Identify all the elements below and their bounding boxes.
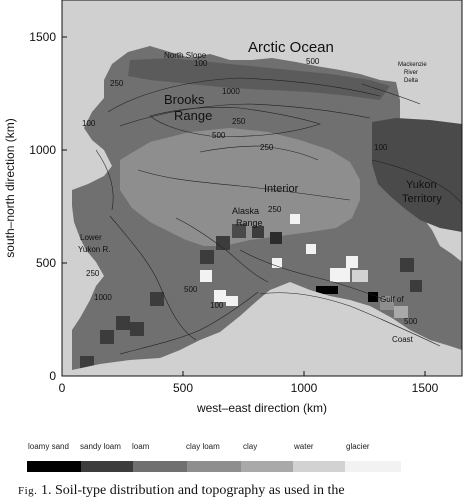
contour-lines: [95, 77, 463, 355]
label-mackenzie: Mackenzie: [398, 62, 427, 68]
y-tick-1500: 1500: [29, 30, 56, 44]
legend-swatch-clay-loam: [187, 461, 241, 472]
svg-text:250: 250: [260, 143, 274, 152]
legend-swatch-sandy-loam: [81, 461, 133, 472]
caption-fig-label: Fig.: [18, 485, 38, 497]
southern-ocean: [72, 282, 462, 376]
svg-text:500: 500: [212, 131, 226, 140]
legend-swatch-loam: [133, 461, 187, 472]
y-axis-label: south–north direction (km): [3, 118, 17, 257]
soil-region-yukon: [372, 118, 462, 232]
label-brooks: Brooks: [164, 92, 205, 107]
svg-text:250: 250: [268, 205, 282, 214]
legend-label-water: water: [294, 442, 314, 451]
svg-text:500: 500: [184, 285, 198, 294]
legend-swatch-loamy-sand: [27, 461, 81, 472]
label-interior: Interior: [264, 183, 299, 195]
legend-label-loamy-sand: loamy sand: [28, 442, 69, 451]
svg-text:250: 250: [232, 117, 246, 126]
plot-frame: [61, 0, 463, 377]
x-tick-1000: 1000: [291, 381, 318, 395]
y-tick-labels: 0 500 1000 1500: [29, 30, 56, 383]
legend-label-clay-loam: clay loam: [186, 442, 220, 451]
x-axis-label: west–east direction (km): [196, 401, 327, 415]
svg-text:100: 100: [374, 143, 388, 152]
legend-label-clay: clay: [243, 442, 258, 451]
label-territory: Territory: [402, 193, 442, 205]
label-arctic-ocean: Arctic Ocean: [248, 39, 334, 56]
y-tick-1000: 1000: [29, 143, 56, 157]
caption-text: 1. Soil-type distribution and topography…: [37, 483, 345, 498]
legend-swatch-water: [293, 461, 345, 472]
x-tick-0: 0: [59, 381, 66, 395]
place-labels: Arctic Ocean North Slope Brooks Range In…: [78, 39, 442, 344]
svg-text:100: 100: [194, 59, 208, 68]
legend-label-glacier: glacier: [346, 442, 370, 451]
label-yukon-r: Yukon R.: [78, 245, 110, 254]
label-yukon: Yukon: [406, 179, 437, 191]
label-delta: Delta: [404, 78, 419, 84]
svg-text:250: 250: [86, 269, 100, 278]
contour-value-labels: 100 250 500 1000 250 500 100 250 100 100…: [82, 57, 418, 326]
svg-text:250: 250: [110, 79, 124, 88]
label-river: River: [404, 70, 418, 76]
x-tick-500: 500: [173, 381, 193, 395]
label-lower: Lower: [80, 233, 102, 242]
label-range: Range: [174, 108, 212, 123]
svg-text:500: 500: [306, 57, 320, 66]
svg-text:100: 100: [210, 301, 224, 310]
y-tick-500: 500: [36, 256, 56, 270]
x-tick-labels: 0 500 1000 1500: [59, 381, 439, 395]
legend-label-loam: loam: [132, 442, 150, 451]
x-tick-1500: 1500: [412, 381, 439, 395]
label-north-slope: North Slope: [164, 51, 207, 60]
svg-text:500: 500: [404, 317, 418, 326]
label-alaska: Alaska: [232, 206, 259, 216]
label-coast: Coast: [392, 335, 414, 344]
svg-text:1000: 1000: [222, 87, 240, 96]
label-gulf-of: Gulf of: [380, 295, 404, 304]
svg-text:1000: 1000: [94, 293, 112, 302]
ticks: [61, 36, 426, 377]
legend-swatch-glacier: [345, 461, 401, 472]
figure-caption: Fig. 1. Soil-type distribution and topog…: [18, 483, 345, 499]
label-alaska-range: Range: [236, 218, 263, 228]
coastal-patches: [80, 214, 422, 370]
svg-text:100: 100: [82, 119, 96, 128]
y-tick-0: 0: [49, 369, 56, 383]
legend-label-sandy-loam: sandy loam: [80, 442, 121, 451]
legend-swatch-clay: [241, 461, 293, 472]
